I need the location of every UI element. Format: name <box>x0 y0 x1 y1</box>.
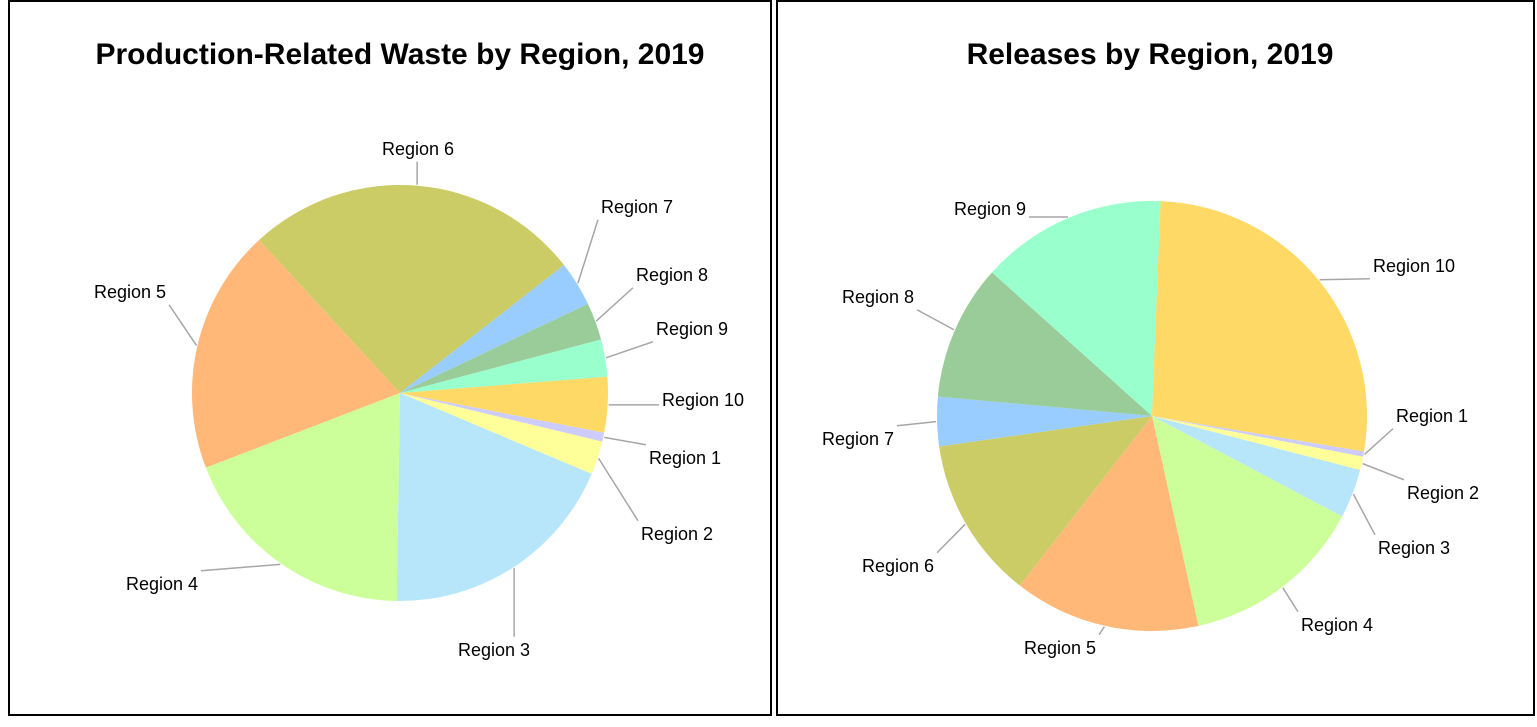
leader-line <box>597 457 639 522</box>
leader-line <box>577 219 599 284</box>
slice-label: Region 8 <box>636 265 708 285</box>
slice-label: Region 9 <box>954 199 1026 219</box>
pie-slice <box>937 396 1152 447</box>
pie-slice <box>400 265 588 393</box>
pie-slice <box>205 393 400 601</box>
slice-label: Region 4 <box>126 574 198 594</box>
slice-label: Region 7 <box>822 429 894 449</box>
chart-title: Production-Related Waste by Region, 2019 <box>95 38 705 71</box>
pie-slice <box>1152 416 1364 470</box>
pie-slice <box>396 393 592 602</box>
leader-line <box>1364 428 1394 455</box>
leader-line <box>1352 493 1376 536</box>
pie-slice <box>400 376 608 433</box>
pie-slice <box>1152 416 1361 517</box>
pie-slice <box>400 393 603 474</box>
pie-slice <box>1152 416 1343 626</box>
slice-label: Region 6 <box>862 556 934 576</box>
leader-line <box>896 420 937 427</box>
leader-line <box>1282 587 1299 613</box>
slice-label: Region 1 <box>1396 406 1468 426</box>
pie-slice <box>991 201 1161 416</box>
slice-label: Region 5 <box>1024 638 1096 658</box>
slice-label: Region 9 <box>656 319 728 339</box>
pie-slice <box>939 416 1152 586</box>
slice-label: Region 7 <box>601 197 673 217</box>
slice-label: Region 1 <box>649 448 721 468</box>
slice-label: Region 6 <box>382 139 454 159</box>
chart-title: Releases by Region, 2019 <box>966 38 1334 71</box>
slice-label: Region 3 <box>458 640 530 660</box>
leader-line <box>605 341 654 359</box>
pie-slice <box>400 393 605 442</box>
leader-line <box>916 309 955 331</box>
leader-line <box>1098 626 1105 636</box>
slice-label: Region 5 <box>94 282 166 302</box>
leader-line <box>200 563 281 572</box>
pie-slice <box>1152 201 1367 452</box>
leader-line <box>1319 278 1370 281</box>
slice-label: Region 4 <box>1301 615 1373 635</box>
slice-label: Region 2 <box>641 524 713 544</box>
leader-line <box>936 523 966 554</box>
leader-line <box>604 436 647 446</box>
pie-slice <box>400 303 601 393</box>
pie-slice <box>400 339 608 393</box>
slice-label: Region 10 <box>1373 256 1455 276</box>
slice-label: Region 10 <box>662 390 744 410</box>
leader-line <box>1362 462 1405 481</box>
leader-line <box>168 304 198 346</box>
pie-slice <box>937 272 1152 416</box>
leader-line <box>595 287 634 322</box>
pie-slice <box>1019 416 1199 631</box>
pie-slice <box>191 239 400 468</box>
pie-slice <box>1152 416 1365 457</box>
slice-label: Region 3 <box>1378 538 1450 558</box>
pie-slice <box>259 185 564 393</box>
slice-label: Region 8 <box>842 287 914 307</box>
slice-label: Region 2 <box>1407 483 1479 503</box>
